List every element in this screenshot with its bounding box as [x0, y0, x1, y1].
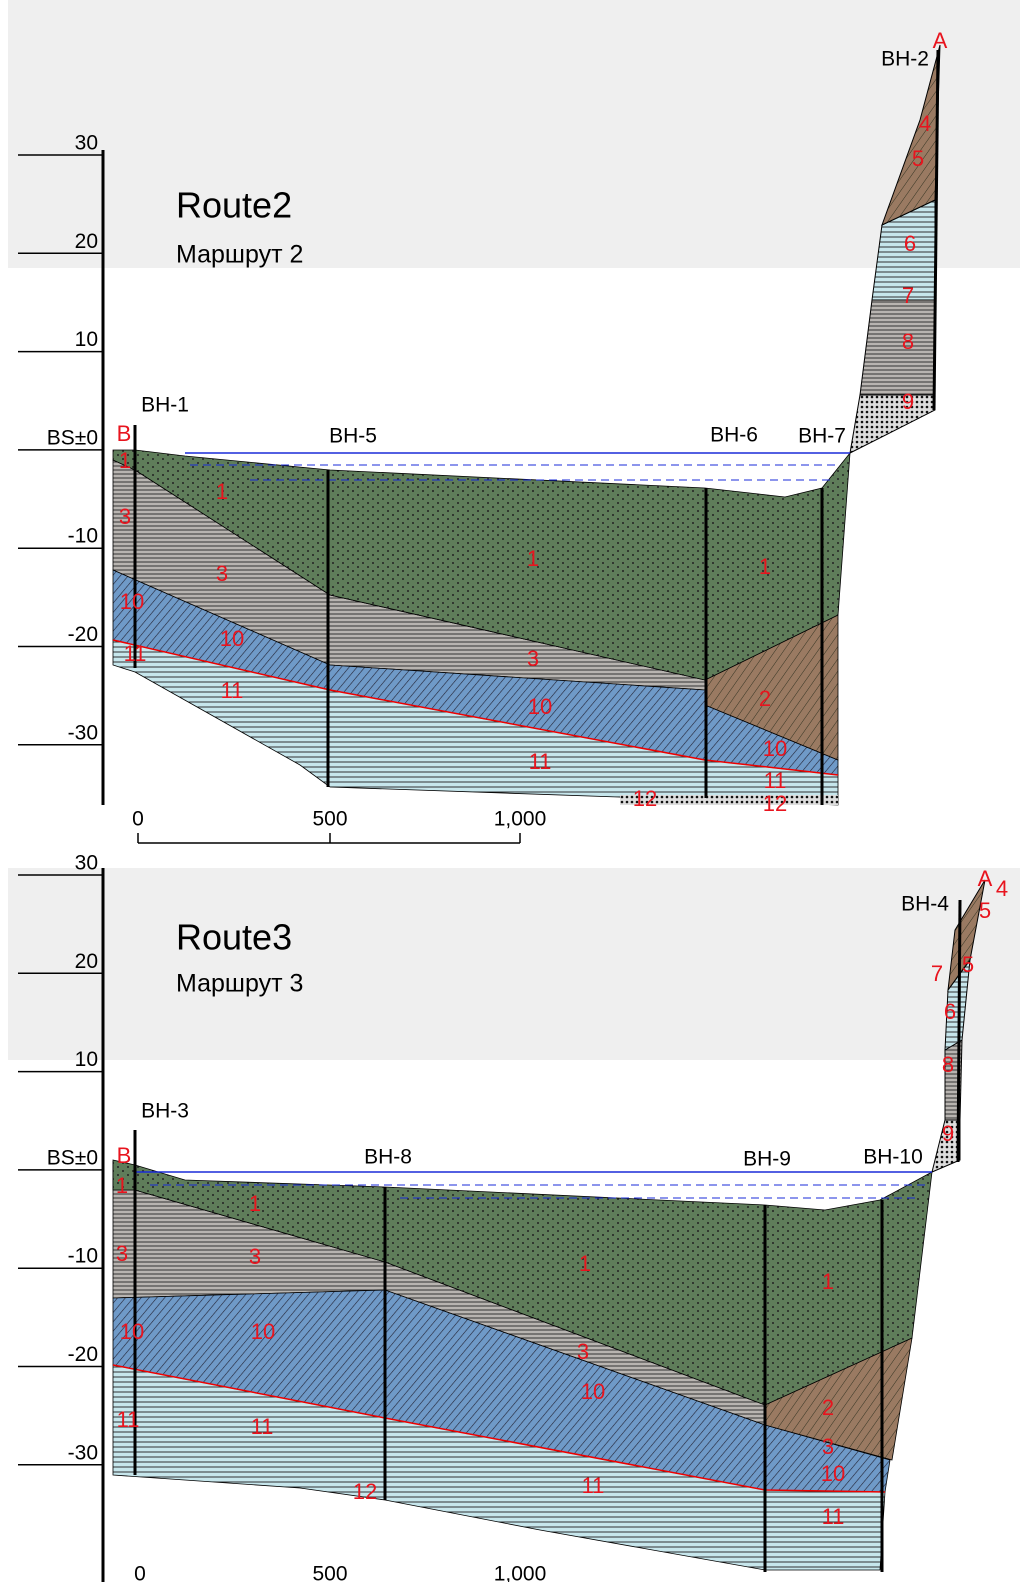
layer-label: 11 — [117, 1407, 140, 1432]
layer-label: 8 — [902, 329, 914, 354]
section-diagram: Route2Маршрут 2302010BS±0-10-20-30BH-2BH… — [0, 0, 1027, 1582]
borehole-label: BH-10 — [863, 1146, 923, 1169]
layer-label: 10 — [763, 736, 787, 761]
layer-label: 12 — [633, 786, 657, 811]
layer-label: 1 — [216, 479, 228, 504]
layer-label: 11 — [822, 1504, 845, 1529]
axis-label: 30 — [75, 132, 98, 155]
section-marker: A — [933, 28, 948, 53]
layer-label: 3 — [116, 1241, 128, 1266]
scale-bar — [138, 833, 520, 843]
layer-label: 11 — [764, 768, 787, 793]
layer-label: 7 — [931, 961, 943, 986]
layer-label: 12 — [763, 791, 787, 816]
borehole-label: BH-5 — [329, 425, 377, 448]
layer-label: 10 — [120, 1319, 144, 1344]
axis-label: -20 — [68, 623, 98, 646]
layer-label: 12 — [353, 1479, 377, 1504]
borehole-label: BH-6 — [710, 424, 758, 447]
layer-label: 10 — [220, 626, 244, 651]
layer-label: 10 — [120, 589, 144, 614]
layer-label: 11 — [124, 641, 147, 666]
layer-label: 9 — [902, 389, 914, 414]
layer-label: 3 — [216, 561, 228, 586]
layer-8 — [860, 300, 935, 395]
borehole-label: BH-1 — [141, 394, 189, 417]
layer-label: 5 — [979, 898, 991, 923]
layer-label: 3 — [577, 1339, 589, 1364]
layer-label: 10 — [821, 1461, 845, 1486]
borehole-label: BH-7 — [798, 425, 846, 448]
borehole-label: BH-9 — [743, 1148, 791, 1171]
layer-label: 6 — [904, 231, 916, 256]
borehole-label: BH-4 — [901, 893, 949, 916]
route-subtitle: Маршрут 3 — [176, 970, 303, 998]
axis-label: 30 — [75, 852, 98, 875]
borehole-label: BH-8 — [364, 1146, 412, 1169]
layer-label: 3 — [527, 646, 539, 671]
borehole-label: BH-2 — [881, 48, 929, 71]
layer-label: 1 — [759, 554, 771, 579]
page: {"routes": [ {"title": "Route2", "subtit… — [0, 0, 1027, 1582]
axis-label: BS±0 — [47, 426, 98, 449]
scale-label: 0 — [134, 1563, 146, 1582]
layer-label: 11 — [221, 678, 244, 703]
axis-label: 10 — [75, 1048, 98, 1071]
section-marker: B — [117, 1143, 132, 1168]
route-subtitle: Маршрут 2 — [176, 241, 303, 269]
axis-label: 20 — [75, 230, 98, 253]
axis-label: -30 — [68, 1441, 98, 1464]
layer-label: 3 — [822, 1434, 834, 1459]
axis-label: -30 — [68, 721, 98, 744]
axis-label: -10 — [68, 525, 98, 548]
layer-label: 9 — [942, 1121, 954, 1146]
axis-label: BS±0 — [47, 1146, 98, 1169]
scale-label: 500 — [312, 1563, 347, 1582]
layer-label: 1 — [579, 1251, 591, 1276]
axis-label: -10 — [68, 1245, 98, 1268]
layer-label: 1 — [249, 1191, 261, 1216]
axis-label: -20 — [68, 1343, 98, 1366]
layer-label: 7 — [902, 283, 914, 308]
scale-label: 1,000 — [494, 808, 547, 831]
layer-label: 2 — [822, 1395, 834, 1420]
axis-label: 20 — [75, 950, 98, 973]
layer-label: 1 — [527, 546, 539, 571]
section-marker: A — [978, 866, 993, 891]
layer-label: 11 — [251, 1414, 274, 1439]
layer-9 — [850, 395, 935, 453]
layer-label: 1 — [822, 1269, 834, 1294]
layer-label: 1 — [119, 448, 131, 473]
layer-label: 3 — [119, 504, 131, 529]
layer-label: 1 — [116, 1173, 128, 1198]
layer-label: 11 — [582, 1473, 605, 1498]
layer-label: 10 — [251, 1319, 275, 1344]
axis-label: 10 — [75, 328, 98, 351]
layer-label: 5 — [962, 952, 974, 977]
layer-label: 8 — [942, 1052, 954, 1077]
layer-label: 10 — [581, 1379, 605, 1404]
borehole-label: BH-3 — [141, 1100, 189, 1123]
route-title: Route3 — [176, 917, 292, 958]
scale-label: 0 — [132, 808, 144, 831]
route-title: Route2 — [176, 185, 292, 226]
layer-label: 3 — [249, 1244, 261, 1269]
layer-label: 6 — [944, 999, 956, 1024]
layer-label: 4 — [996, 876, 1008, 901]
layer-label: 11 — [529, 749, 552, 774]
section-marker: B — [117, 421, 132, 446]
layer-label: 5 — [912, 146, 924, 171]
scale-label: 1,000 — [494, 1563, 547, 1582]
band — [8, 868, 1020, 1060]
layer-label: 4 — [919, 111, 931, 136]
layer-label: 10 — [528, 694, 552, 719]
scale-label: 500 — [312, 808, 347, 831]
band — [8, 0, 1020, 268]
layer-label: 2 — [759, 686, 771, 711]
